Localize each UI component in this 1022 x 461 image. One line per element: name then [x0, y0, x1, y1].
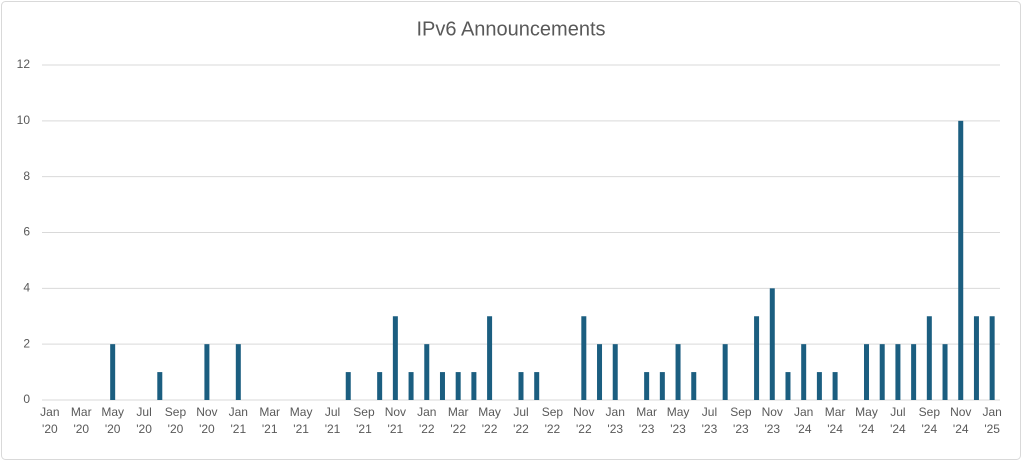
bar — [392, 316, 398, 400]
x-tick-label: Jan '23 — [606, 405, 625, 436]
x-tick-label: Sep '21 — [353, 405, 375, 436]
bar — [345, 372, 351, 400]
x-tick-label: Nov '23 — [762, 405, 783, 436]
y-tick-label: 8 — [23, 169, 30, 183]
x-tick-label: Sep '24 — [919, 405, 941, 436]
bar — [832, 372, 838, 400]
bar — [926, 316, 932, 400]
x-tick-label: May '24 — [855, 405, 878, 436]
x-tick-label: Mar '24 — [825, 405, 846, 436]
bar — [895, 344, 901, 400]
bar — [911, 344, 917, 400]
y-tick-label: 0 — [23, 392, 30, 406]
x-tick-label: May '22 — [478, 405, 501, 436]
x-tick-label: Jan '20 — [40, 405, 59, 436]
x-tick-label: Nov '21 — [385, 405, 406, 436]
bar — [408, 372, 414, 400]
x-tick-label: Sep '23 — [730, 405, 752, 436]
x-tick-label: Jan '22 — [417, 405, 436, 436]
x-tick-label: Nov '20 — [196, 405, 217, 436]
bar — [973, 316, 979, 400]
bar — [816, 372, 822, 400]
x-tick-label: Jul '20 — [136, 405, 152, 436]
bar — [157, 372, 163, 400]
x-tick-label: Nov '24 — [950, 405, 971, 436]
x-tick-label: May '20 — [101, 405, 124, 436]
x-tick-label: May '23 — [667, 405, 690, 436]
y-tick-label: 10 — [17, 113, 31, 127]
bar — [597, 344, 603, 400]
x-tick-label: Mar '22 — [448, 405, 469, 436]
bar — [235, 344, 241, 400]
bar — [518, 372, 524, 400]
x-tick-label: Jan '25 — [982, 405, 1001, 436]
x-tick-label: Sep '20 — [165, 405, 187, 436]
y-tick-label: 4 — [23, 281, 30, 295]
bar — [439, 372, 445, 400]
bar — [534, 372, 540, 400]
bar — [471, 372, 477, 400]
bar — [377, 372, 383, 400]
bar — [785, 372, 791, 400]
bar — [754, 316, 760, 400]
bar — [204, 344, 210, 400]
bar — [769, 288, 775, 400]
x-tick-label: Jan '24 — [794, 405, 813, 436]
bar — [581, 316, 587, 400]
x-tick-label: Mar '20 — [71, 405, 92, 436]
x-tick-label: Jul '21 — [325, 405, 341, 436]
bar — [612, 344, 618, 400]
x-tick-label: Jul '22 — [513, 405, 529, 436]
bar — [879, 344, 885, 400]
x-tick-label: Mar '21 — [259, 405, 280, 436]
y-tick-label: 6 — [23, 225, 30, 239]
x-tick-label: Jul '23 — [702, 405, 718, 436]
bar — [989, 316, 995, 400]
bar — [487, 316, 493, 400]
bar — [942, 344, 948, 400]
bar — [424, 344, 430, 400]
bar — [455, 372, 461, 400]
y-tick-label: 12 — [17, 57, 31, 71]
bar — [110, 344, 116, 400]
bar — [691, 372, 697, 400]
x-tick-label: Jul '24 — [890, 405, 906, 436]
bar — [644, 372, 650, 400]
x-tick-label: Mar '23 — [636, 405, 657, 436]
chart-title: IPv6 Announcements — [416, 18, 605, 40]
bar — [864, 344, 870, 400]
x-tick-label: Nov '22 — [573, 405, 594, 436]
bar — [801, 344, 807, 400]
x-tick-label: Jan '21 — [229, 405, 248, 436]
bar — [958, 120, 964, 400]
x-tick-label: May '21 — [290, 405, 313, 436]
bar — [659, 372, 665, 400]
x-tick-label: Sep '22 — [542, 405, 564, 436]
y-tick-label: 2 — [23, 336, 30, 350]
bar — [722, 344, 728, 400]
bar — [675, 344, 681, 400]
